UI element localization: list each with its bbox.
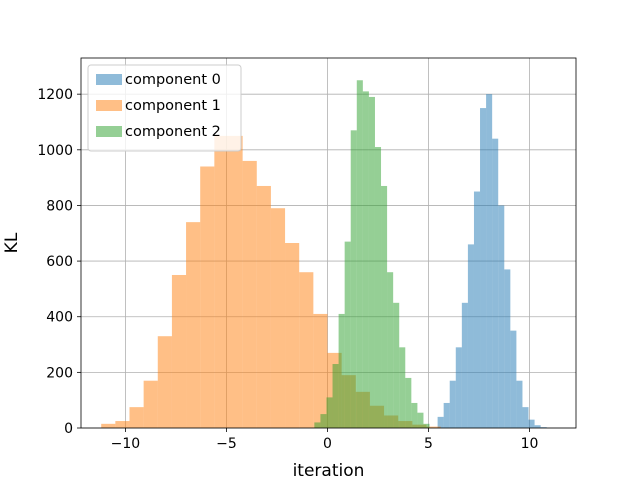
histogram-bar bbox=[186, 222, 201, 428]
histogram-bar bbox=[437, 416, 444, 428]
histogram-bar bbox=[362, 91, 369, 429]
histogram-bar bbox=[480, 108, 487, 428]
legend: component 0 component 1 component 2 bbox=[87, 64, 242, 152]
histogram-bar bbox=[467, 244, 474, 428]
histogram-bar bbox=[498, 205, 505, 428]
histogram-bar bbox=[299, 272, 314, 428]
histogram-bar bbox=[368, 96, 375, 429]
histogram-bar bbox=[534, 425, 541, 428]
y-tick-label: 0 bbox=[64, 421, 73, 437]
histogram-bar bbox=[338, 313, 345, 428]
histogram-bar bbox=[443, 402, 450, 428]
axis-ticks: −10 −5 0 5 10 0 200 400 600 800 1000 1200 bbox=[37, 87, 538, 452]
histogram-bar bbox=[405, 377, 412, 428]
y-tick-label: 400 bbox=[46, 310, 73, 326]
histogram-bar bbox=[486, 94, 493, 429]
histogram-bar bbox=[157, 336, 172, 428]
histogram-bar bbox=[101, 423, 116, 428]
x-tick-label: −5 bbox=[216, 436, 237, 452]
histogram-bar bbox=[171, 274, 187, 428]
histogram-bar bbox=[326, 397, 333, 428]
histogram-bar bbox=[374, 147, 382, 428]
axes-frame bbox=[80, 57, 577, 429]
legend-swatch bbox=[96, 126, 122, 137]
histogram-bar bbox=[473, 191, 481, 428]
histogram-bar bbox=[510, 330, 517, 428]
histogram-bar bbox=[449, 380, 456, 428]
histogram-bar bbox=[314, 422, 321, 428]
histogram-bar bbox=[522, 407, 529, 428]
histogram-bar bbox=[356, 80, 363, 428]
legend-label: component 1 bbox=[125, 98, 221, 114]
legend-swatch bbox=[96, 74, 122, 85]
series-2-bars bbox=[314, 80, 430, 429]
y-tick-label: 1000 bbox=[37, 143, 73, 159]
y-tick-label: 600 bbox=[46, 254, 73, 270]
series-1-bars bbox=[101, 135, 441, 429]
histogram-bar bbox=[461, 302, 468, 428]
histogram-bar bbox=[423, 423, 430, 428]
histogram-bar bbox=[528, 419, 535, 428]
histogram-bar bbox=[516, 380, 523, 428]
legend-box bbox=[87, 64, 242, 152]
histogram-bar bbox=[285, 243, 300, 428]
histogram-bar bbox=[214, 135, 229, 429]
legend-label: component 0 bbox=[125, 72, 221, 88]
histogram-bar bbox=[256, 185, 271, 428]
y-tick-label: 1200 bbox=[37, 87, 73, 103]
histogram-bar bbox=[350, 130, 357, 429]
x-axis-label: iteration bbox=[293, 461, 365, 480]
legend-label: component 2 bbox=[125, 124, 221, 140]
histogram-bar bbox=[115, 421, 130, 428]
histogram-bar bbox=[411, 402, 418, 428]
histogram-bar bbox=[228, 135, 243, 429]
histogram-bar bbox=[387, 272, 394, 428]
histogram-bar bbox=[129, 407, 144, 428]
histogram-bar bbox=[344, 241, 351, 428]
histogram-bar bbox=[200, 166, 215, 428]
x-tick-label: 5 bbox=[424, 436, 433, 452]
histogram-bar bbox=[320, 414, 327, 428]
histogram-bar bbox=[332, 364, 339, 428]
histogram-bar bbox=[393, 302, 400, 428]
y-axis-label: KL bbox=[2, 232, 22, 253]
histogram-bar bbox=[242, 160, 257, 429]
x-tick-label: 0 bbox=[323, 436, 332, 452]
histogram-bar bbox=[143, 380, 158, 428]
histogram-bar bbox=[270, 208, 286, 428]
histogram-bar bbox=[313, 313, 328, 428]
histogram-bar bbox=[455, 347, 462, 428]
histogram-bar bbox=[417, 412, 424, 428]
histogram-bar bbox=[399, 347, 406, 428]
y-tick-label: 800 bbox=[46, 198, 73, 214]
histogram-bar bbox=[540, 427, 547, 428]
y-tick-label: 200 bbox=[46, 365, 73, 381]
series-0-bars bbox=[437, 94, 547, 429]
x-tick-label: −10 bbox=[111, 436, 141, 452]
x-tick-label: 10 bbox=[521, 436, 539, 452]
histogram-bar bbox=[426, 426, 441, 428]
histogram-bar bbox=[504, 269, 511, 428]
histogram-bar bbox=[381, 185, 388, 428]
legend-swatch bbox=[96, 100, 122, 111]
histogram-bar bbox=[492, 138, 499, 428]
histogram-bars bbox=[101, 80, 547, 429]
